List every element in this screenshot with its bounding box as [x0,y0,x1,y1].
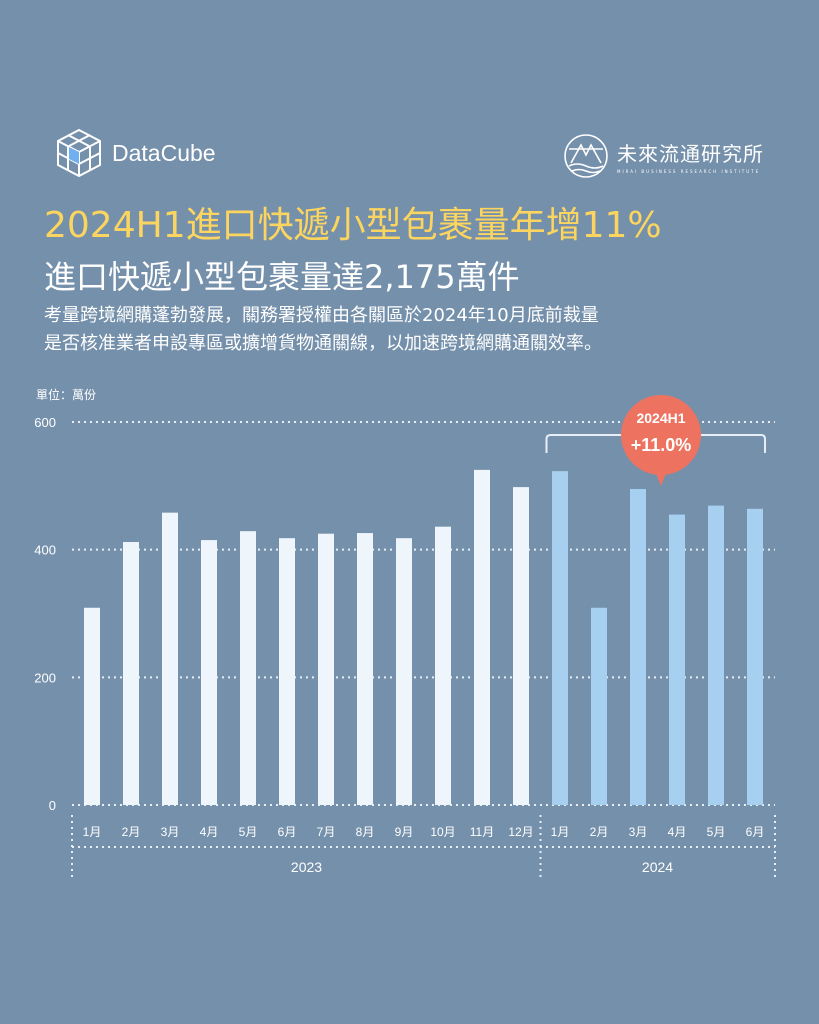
unit-label: 單位：萬份 [36,388,97,402]
bar [591,607,607,805]
page-subtitle: 進口快遞小型包裹量達2,175萬件 [44,258,520,296]
x-tick-label: 6月 [746,825,765,839]
bar [279,538,295,805]
bar [747,508,763,805]
bar [318,533,334,805]
mountain-circle-logo-icon [564,134,608,178]
x-tick-label: 1月 [83,825,102,839]
bar [357,533,373,805]
x-tick-label: 2月 [590,825,609,839]
callout-bubble [621,395,701,475]
bar [552,471,568,805]
bar [708,505,724,805]
callout-label: 2024H1 [636,410,685,426]
y-tick-label: 400 [34,543,56,558]
institute-name: 未來流通研究所 [617,142,764,166]
bar [240,531,256,805]
callout-value: +11.0% [631,435,692,455]
description-line: 考量跨境網購蓬勃發展，關務署授權由各關區於2024年10月底前裁量 [44,305,599,326]
brand-logo: DataCube [56,128,216,178]
x-tick-label: 10月 [430,825,455,839]
y-tick-label: 600 [34,415,56,430]
x-tick-label: 4月 [668,825,687,839]
year-label: 2024 [642,859,673,875]
institute-subtitle: MIRAI BUSINESS RESEARCH INSTITUTE [617,169,761,174]
x-tick-label: 12月 [508,825,533,839]
y-tick-label: 200 [34,670,56,685]
description-line: 是否核准業者申設專區或擴增貨物通關線，以加速跨境網購通關效率。 [44,333,602,354]
institute-logo: 未來流通研究所 MIRAI BUSINESS RESEARCH INSTITUT… [563,133,764,179]
x-tick-label: 3月 [629,825,648,839]
bar [669,514,685,805]
x-tick-label: 2月 [122,825,141,839]
y-tick-label: 0 [49,798,56,813]
x-tick-label: 5月 [707,825,726,839]
description: 考量跨境網購蓬勃發展，關務署授權由各關區於2024年10月底前裁量 是否核准業者… [44,302,784,358]
x-tick-label: 8月 [356,825,375,839]
bar [435,526,451,805]
x-tick-label: 9月 [395,825,414,839]
page-title: 2024H1進口快遞小型包裹量年增11% [44,205,662,246]
bar [630,489,646,805]
x-tick-label: 7月 [317,825,336,839]
x-tick-label: 5月 [239,825,258,839]
x-tick-label: 4月 [200,825,219,839]
x-tick-label: 11月 [470,825,494,839]
year-label: 2023 [291,859,322,875]
bar [513,487,529,805]
x-tick-label: 1月 [551,825,570,839]
brand-name: DataCube [112,139,216,166]
bar [123,542,139,805]
cube-logo-icon [57,128,101,178]
x-tick-label: 6月 [278,825,297,839]
bar [162,512,178,805]
bar [396,538,412,805]
x-tick-label: 3月 [161,825,180,839]
bar [84,607,100,805]
bar [474,469,490,805]
bar [201,540,217,805]
